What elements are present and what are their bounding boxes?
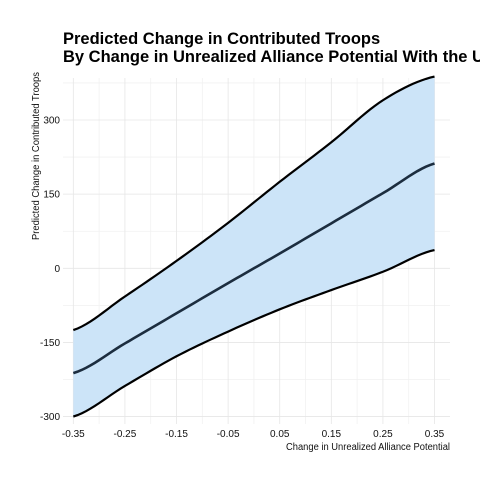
upper-bound-line (72, 75, 435, 332)
x-tick-label: 0.15 (322, 429, 342, 440)
x-tick-label: 0.05 (270, 429, 290, 440)
y-tick-label: -150 (40, 338, 60, 349)
x-tick-label: 0.25 (373, 429, 393, 440)
y-tick-label: 150 (43, 190, 60, 201)
x-axis-label: Change in Unrealized Alliance Potential (286, 442, 450, 453)
y-tick-label: -300 (40, 412, 60, 423)
y-tick-label: 300 (43, 116, 60, 127)
x-tick-label: -0.35 (62, 429, 85, 440)
x-tick-label: -0.25 (114, 429, 137, 440)
y-tick-label: 0 (54, 264, 60, 275)
y-tick-labels: -300 -150 0 150 300 (40, 116, 60, 424)
lower-bound-line (72, 248, 435, 418)
x-tick-labels: -0.35 -0.25 -0.15 -0.05 0.05 0.15 0.25 0.35 (62, 429, 445, 440)
x-tick-label: 0.35 (425, 429, 445, 440)
y-axis-label: Predicted Change in Contributed Troops (31, 72, 42, 240)
chart-subtitle: By Change in Unrealized Alliance Potenti… (63, 48, 480, 66)
estimate-line (72, 162, 435, 375)
chart-title: Predicted Change in Contributed Troops (63, 30, 380, 48)
x-tick-label: -0.15 (165, 429, 188, 440)
x-tick-label: -0.05 (217, 429, 240, 440)
confidence-ribbon (73, 76, 435, 417)
